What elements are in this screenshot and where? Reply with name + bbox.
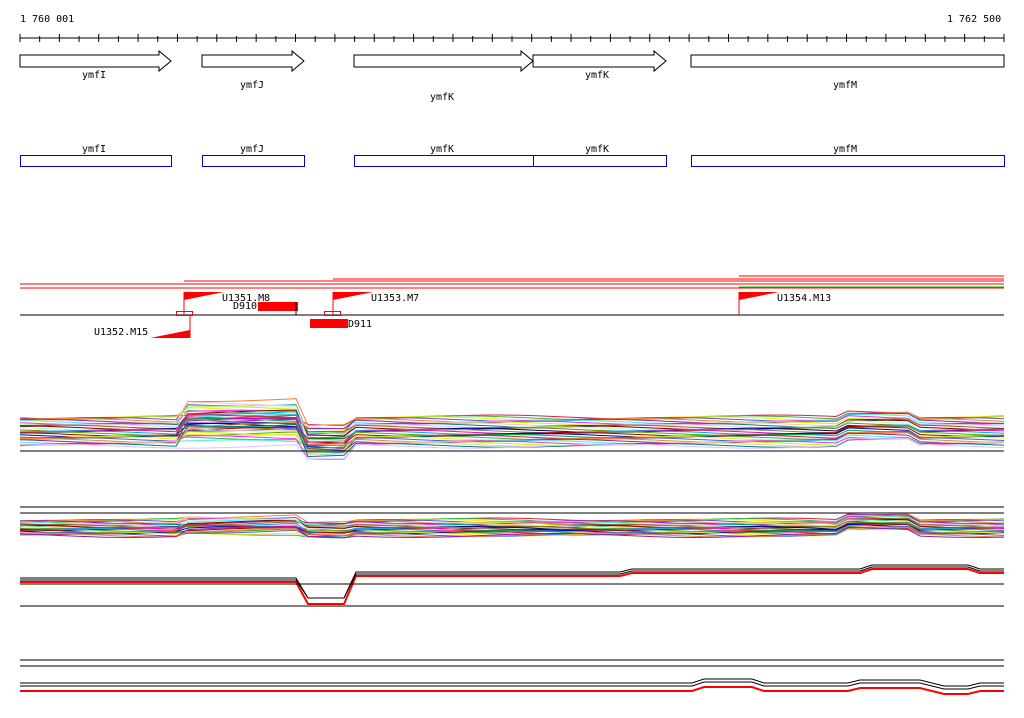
gene-label[interactable]: ymfI <box>82 70 107 81</box>
profile-line <box>19 435 1005 460</box>
profile-line <box>19 437 1005 460</box>
profile-line <box>19 418 1005 454</box>
profile-line <box>19 405 1005 433</box>
gene-arrow <box>690 54 1005 68</box>
cds-box <box>691 155 1005 167</box>
cds-track <box>20 155 1005 167</box>
gene-arrow <box>201 49 305 73</box>
profile-line <box>19 523 1005 537</box>
feature-flag-label[interactable]: U1352.M15 <box>94 327 149 338</box>
profile-line <box>20 566 1004 599</box>
feature-flag <box>333 292 373 300</box>
cds-label[interactable]: ymfK <box>430 144 455 155</box>
profile-line <box>19 413 1005 446</box>
expression-profiles <box>19 398 1005 695</box>
cds-box <box>202 155 305 167</box>
gene-arrow <box>353 49 534 73</box>
profile-line <box>19 410 1005 430</box>
cds-box <box>354 155 534 167</box>
feature-block-label[interactable]: D910 <box>233 301 258 312</box>
profile-line <box>20 686 1004 695</box>
cds-label[interactable]: ymfJ <box>240 144 265 155</box>
profile-line <box>20 568 1004 605</box>
profile-line <box>20 564 1004 599</box>
gene-arrow <box>19 49 172 73</box>
profile-line <box>19 526 1005 539</box>
cds-label[interactable]: ymfM <box>833 144 858 155</box>
profile-line <box>20 681 1004 690</box>
gene-label[interactable]: ymfJ <box>240 80 265 91</box>
feature-flag-label[interactable]: U1351.M8 <box>222 293 271 304</box>
gene-track <box>19 49 1005 73</box>
feature-track <box>20 275 1004 338</box>
profile-line <box>20 678 1004 687</box>
profile-line <box>19 516 1005 530</box>
feature-block-label[interactable]: D911 <box>348 319 373 330</box>
ruler-end-label: 1 762 500 <box>947 14 1002 25</box>
coordinate-ruler <box>19 34 1005 42</box>
profile-line <box>19 434 1005 456</box>
gene-label[interactable]: ymfK <box>585 70 610 81</box>
gene-label[interactable]: ymfM <box>833 80 858 91</box>
profile-line <box>19 525 1005 539</box>
cds-box <box>533 155 667 167</box>
gene-label[interactable]: ymfK <box>430 92 455 103</box>
feature-block <box>310 319 348 328</box>
feature-flag-label[interactable]: U1353.M7 <box>371 293 420 304</box>
feature-mark <box>324 311 341 316</box>
ruler-start-label: 1 760 001 <box>20 14 75 25</box>
feature-flag <box>739 292 779 300</box>
cds-label[interactable]: ymfI <box>82 144 107 155</box>
feature-block <box>258 302 298 311</box>
feature-flag-label[interactable]: U1354.M13 <box>777 293 832 304</box>
cds-box <box>20 155 172 167</box>
feature-mark <box>176 311 193 316</box>
feature-flag <box>150 330 190 338</box>
cds-label[interactable]: ymfK <box>585 144 610 155</box>
feature-flag <box>184 292 224 300</box>
gene-arrow <box>532 49 667 73</box>
